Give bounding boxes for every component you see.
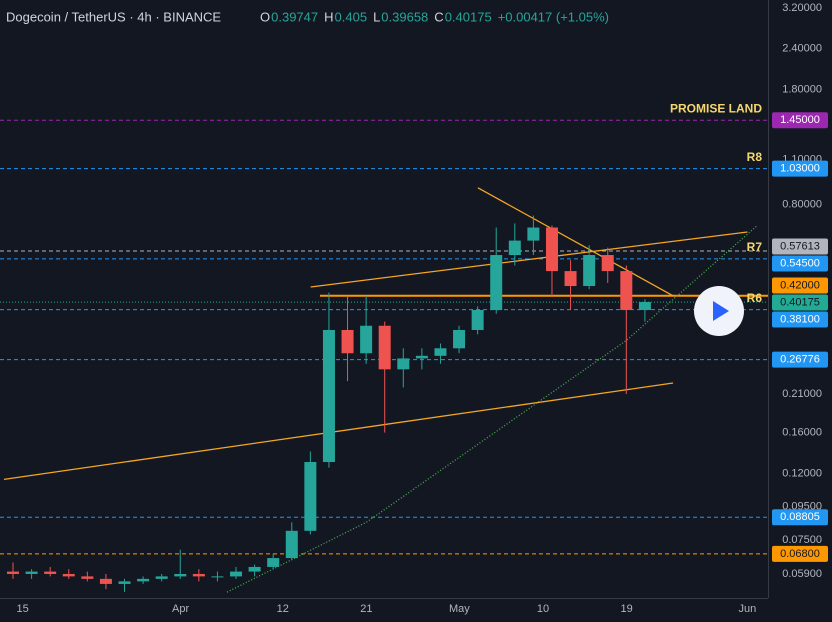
- y-tick-label: 2.40000: [782, 43, 822, 55]
- x-tick-label: 21: [360, 603, 372, 615]
- candle-body: [527, 227, 540, 241]
- level-name: R8: [747, 150, 763, 164]
- y-tick-label: 3.20000: [782, 2, 822, 14]
- price-label: 1.03000: [780, 163, 820, 175]
- level-name: R7: [747, 240, 763, 254]
- candle-body: [322, 329, 335, 463]
- price-label-box: [772, 238, 828, 255]
- price-label: 0.54500: [780, 257, 820, 269]
- candle-body: [490, 255, 503, 310]
- y-tick-label: 0.21000: [782, 388, 822, 400]
- price-label-box: [772, 509, 828, 526]
- candle-body: [360, 325, 373, 354]
- symbol-title: Dogecoin / TetherUS · 4h · BINANCE: [6, 9, 221, 24]
- x-tick-label: 15: [16, 603, 28, 615]
- candle-body: [471, 309, 484, 330]
- y-tick-label: 0.16000: [782, 426, 822, 438]
- candle-body: [285, 530, 298, 559]
- candle-body: [545, 227, 558, 272]
- candle-body: [267, 558, 280, 567]
- ohlc-key: H: [324, 9, 333, 24]
- candle-body: [137, 578, 150, 582]
- ohlc-key: L: [373, 9, 380, 24]
- play-icon[interactable]: [713, 301, 729, 321]
- price-label: 1.45000: [780, 114, 820, 126]
- candle-body: [638, 302, 651, 310]
- candle-body: [211, 576, 224, 578]
- ohlc-value: 0.40175: [445, 9, 492, 24]
- ohlc-key: C: [434, 9, 443, 24]
- ohlc-value: 0.39658: [381, 9, 428, 24]
- x-tick-label: Jun: [739, 603, 757, 615]
- candle-body: [62, 573, 75, 577]
- ohlc-value: 0.405: [335, 9, 368, 24]
- price-label: 0.38100: [780, 313, 820, 325]
- price-change: +0.00417 (+1.05%): [498, 9, 609, 24]
- y-tick-label: 0.07500: [782, 534, 822, 546]
- candle-body: [341, 329, 354, 354]
- x-tick-label: 19: [620, 603, 632, 615]
- candle-body: [155, 576, 168, 579]
- price-label: 0.42000: [780, 279, 820, 291]
- candle-body: [453, 329, 466, 349]
- trendline: [310, 231, 748, 288]
- candle-body: [583, 255, 596, 287]
- level-name: PROMISE LAND: [670, 101, 762, 115]
- price-label-box: [772, 294, 828, 311]
- candle-body: [44, 571, 57, 574]
- level-name: R6: [747, 291, 763, 305]
- ohlc-value: 0.39747: [271, 9, 318, 24]
- price-label-box: [772, 545, 828, 562]
- candle-body: [304, 462, 317, 531]
- price-label: 0.08805: [780, 511, 820, 523]
- price-label-box: [772, 351, 828, 368]
- trendline: [226, 225, 758, 593]
- candle-body: [415, 355, 428, 359]
- candle-body: [174, 573, 187, 577]
- x-tick-label: Apr: [172, 603, 189, 615]
- candle-body: [508, 240, 521, 256]
- candle-body: [81, 576, 94, 579]
- trendline: [3, 382, 674, 481]
- candle-body: [99, 578, 112, 584]
- price-label: 0.26776: [780, 354, 820, 366]
- y-tick-label: 0.12000: [782, 467, 822, 479]
- ohlc-key: O: [260, 9, 270, 24]
- candle-body: [230, 571, 243, 577]
- candle-body: [118, 581, 131, 584]
- candle-body: [378, 325, 391, 370]
- candle-body: [248, 566, 261, 572]
- y-tick-label: 0.80000: [782, 198, 822, 210]
- candle-body: [434, 348, 447, 356]
- price-label: 0.57613: [780, 240, 820, 252]
- price-label-box: [772, 255, 828, 272]
- price-label: 0.06800: [780, 548, 820, 560]
- price-label: 0.40175: [780, 296, 820, 308]
- candle-body: [397, 358, 410, 370]
- x-tick-label: 12: [277, 603, 289, 615]
- x-tick-label: 10: [537, 603, 549, 615]
- candle-body: [620, 271, 633, 310]
- play-button[interactable]: [694, 286, 744, 336]
- y-tick-label: 1.80000: [782, 83, 822, 95]
- price-label-box: [772, 112, 828, 129]
- trendline: [477, 187, 674, 297]
- candle-body: [25, 571, 38, 574]
- price-label-box: [772, 160, 828, 177]
- y-tick-label: 0.05900: [782, 568, 822, 580]
- y-tick-label: 0.09500: [782, 500, 822, 512]
- price-label-box: [772, 311, 828, 328]
- price-label-box: [772, 277, 828, 294]
- candle-body: [564, 271, 577, 287]
- x-tick-label: May: [449, 603, 470, 615]
- candle-body: [192, 573, 205, 577]
- candle-body: [7, 571, 19, 574]
- candle-body: [601, 255, 614, 272]
